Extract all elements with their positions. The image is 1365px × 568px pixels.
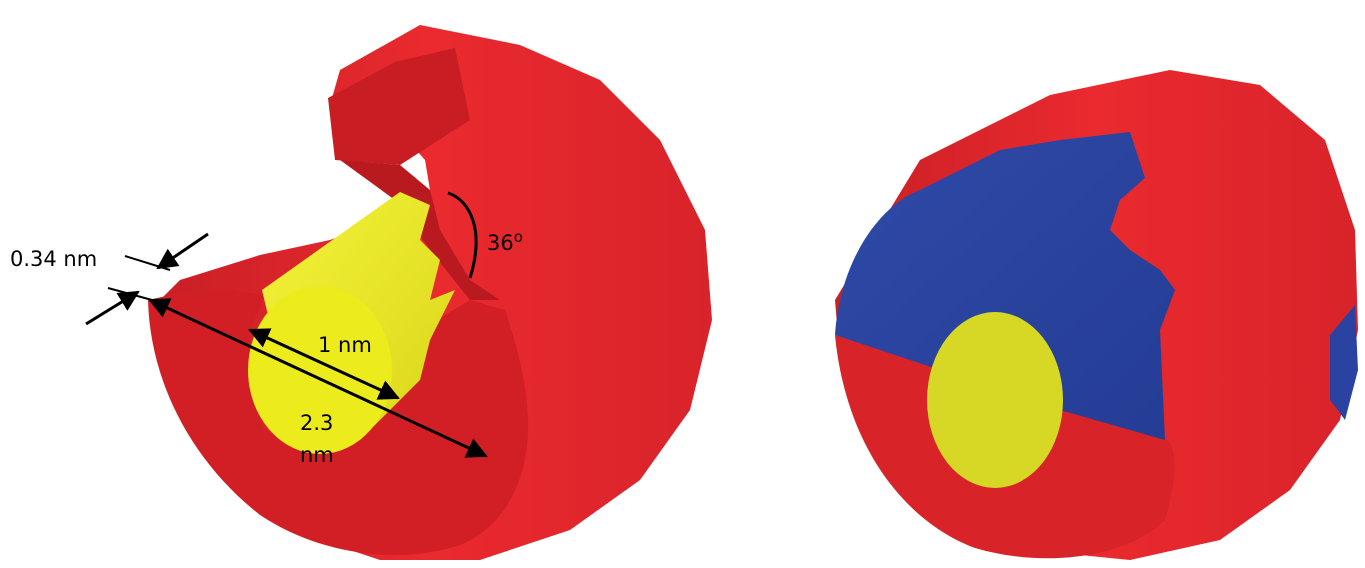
outer-diameter-arrow — [148, 298, 488, 458]
inner-diameter-label: 1 nm — [318, 333, 372, 357]
right-blue-side-patch — [1330, 305, 1358, 420]
left-cutaway-cylinder — [148, 25, 712, 560]
thickness-arrow-upper — [156, 232, 209, 270]
angle-label: 36o — [487, 228, 523, 255]
angle-arc — [447, 191, 478, 279]
right-core-face — [927, 312, 1063, 488]
right-blue-region — [835, 132, 1175, 440]
cut-step-upper — [328, 48, 470, 165]
outer-diameter-label-line2: nm — [300, 443, 334, 467]
angle-degree-mark: o — [514, 228, 523, 246]
thickness-arrow-lower — [85, 290, 140, 326]
thickness-label: 0.34 nm — [10, 247, 97, 271]
outer-diameter-label-line1: 2.3 — [300, 411, 333, 435]
annotations: 0.34 nm 36o 1 nm 2.3 nm — [10, 191, 523, 467]
right-cylinder — [835, 70, 1358, 560]
